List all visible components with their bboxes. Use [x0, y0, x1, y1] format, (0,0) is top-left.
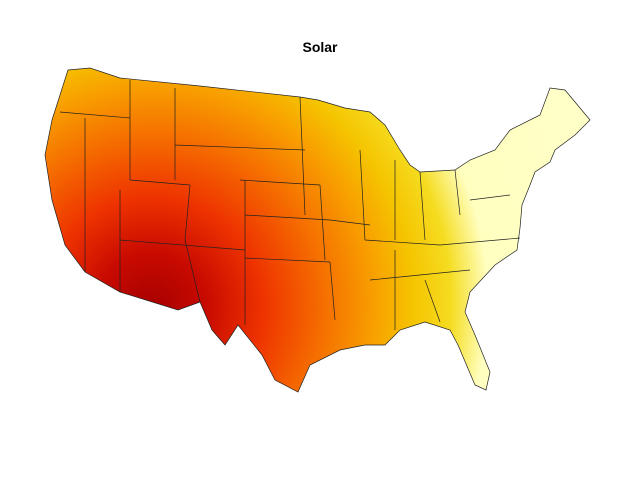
- map-title: Solar: [302, 39, 338, 55]
- state-borders: [44, 67, 591, 393]
